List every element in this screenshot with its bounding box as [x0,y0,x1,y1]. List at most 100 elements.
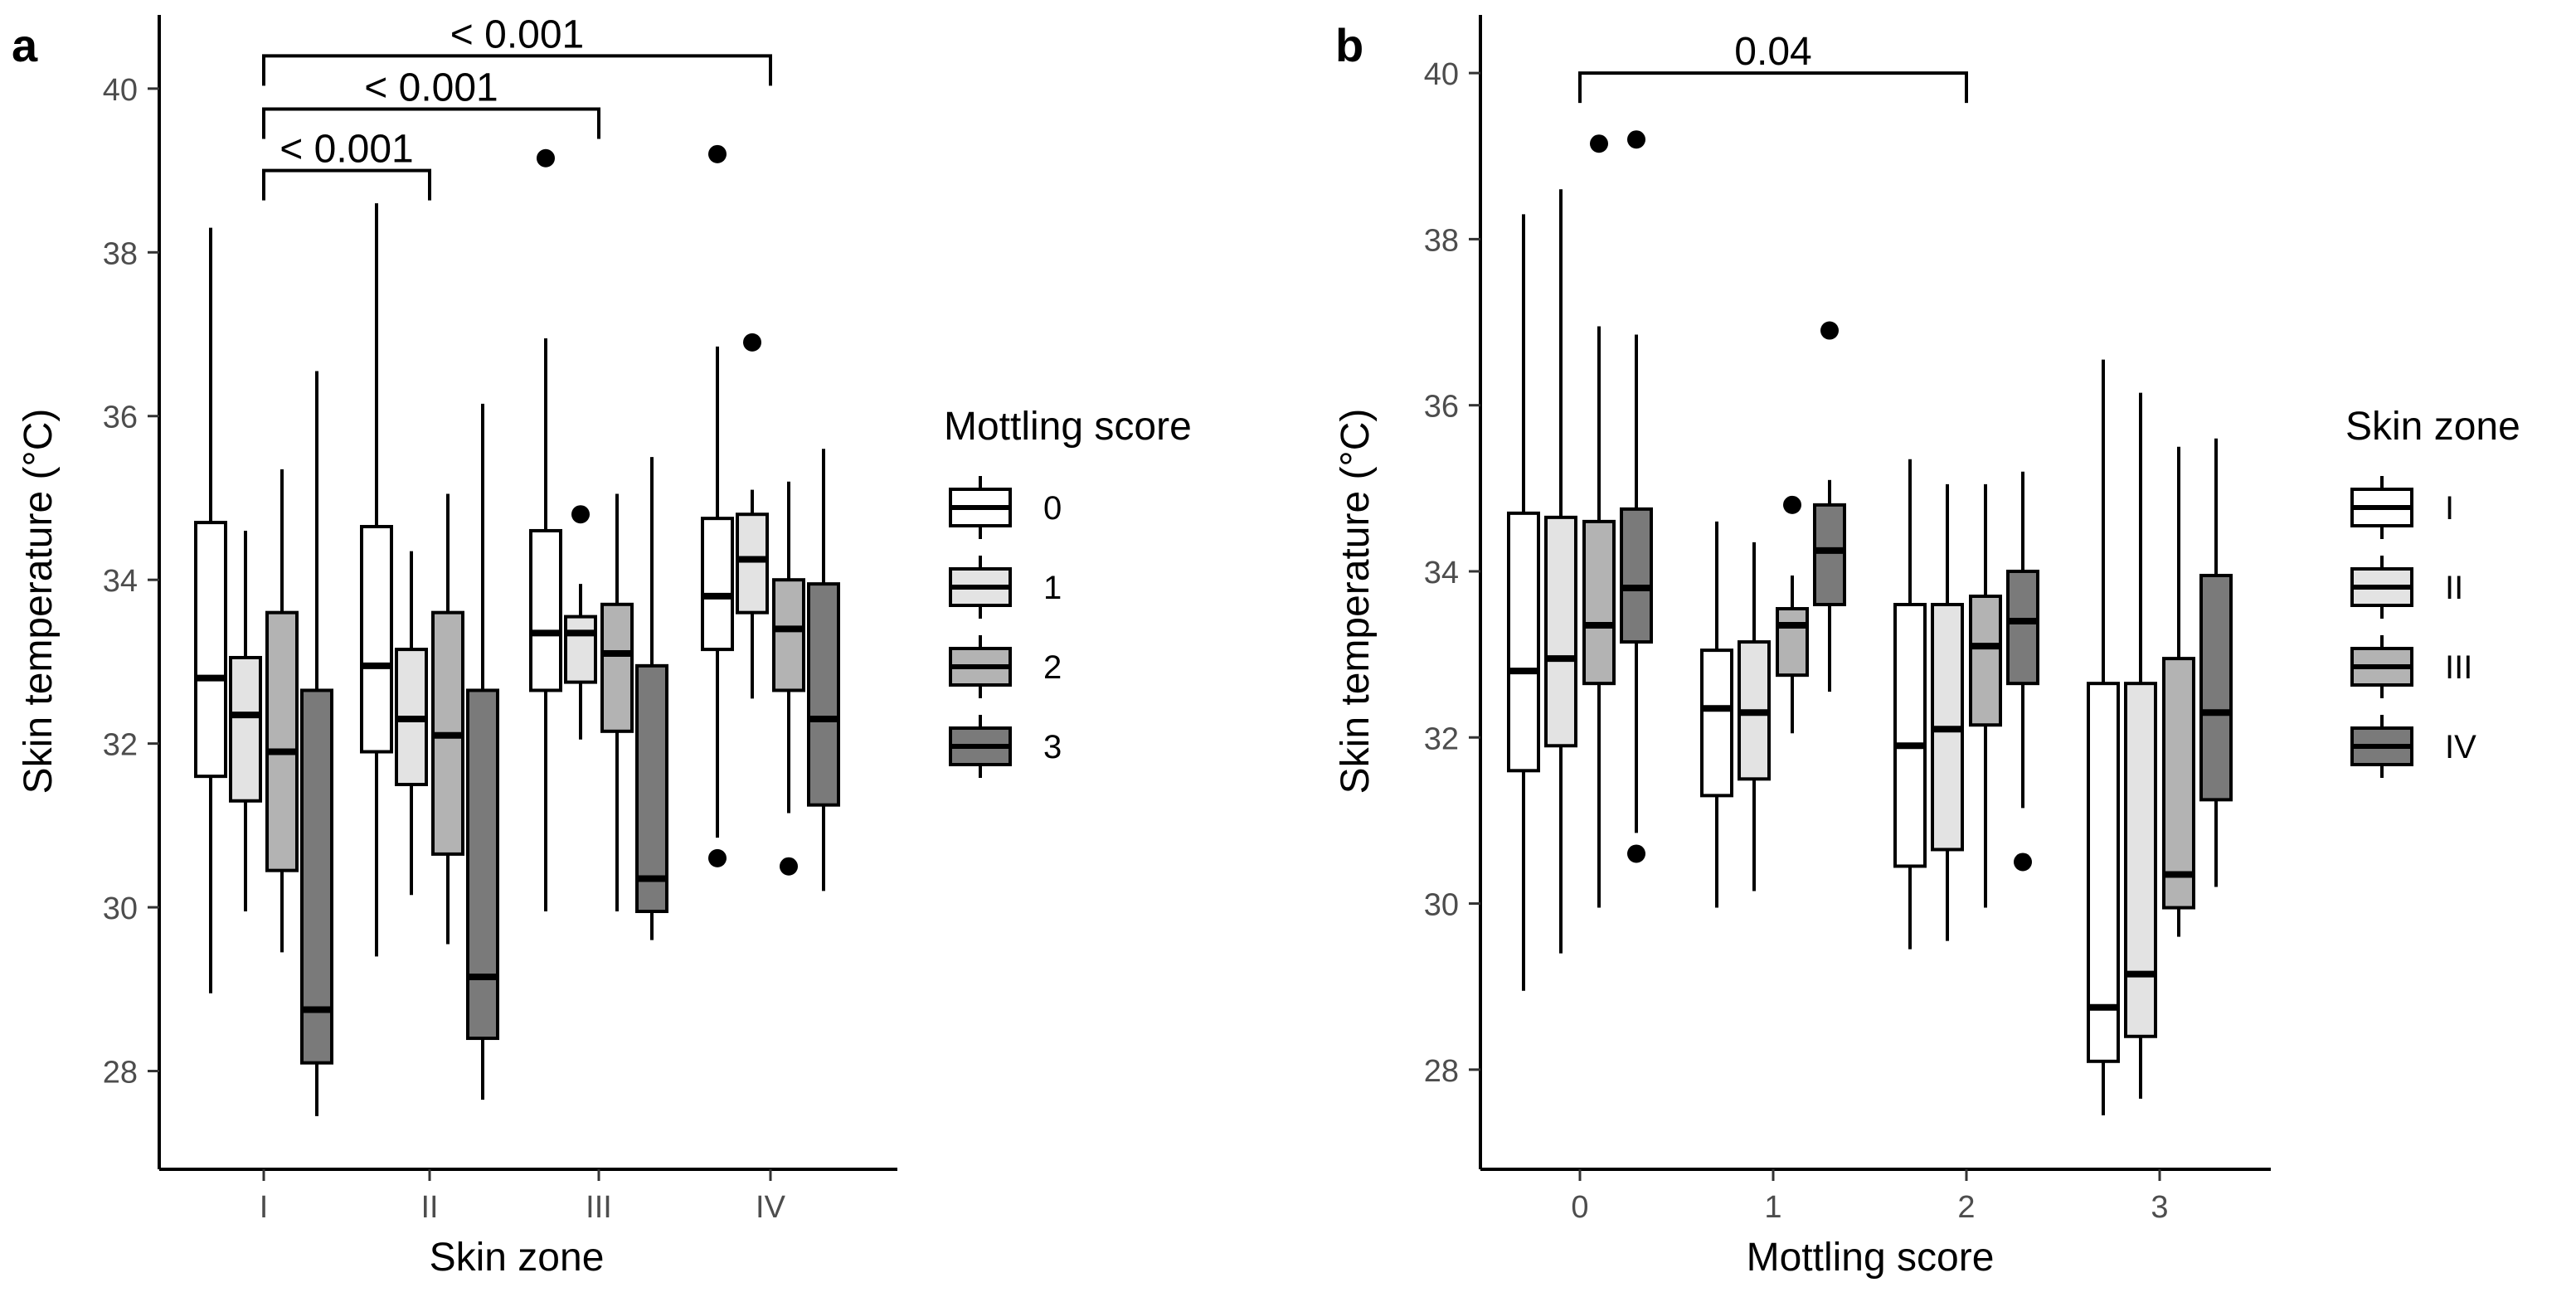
box-body [1544,515,1577,748]
panel-b-y-tick-label: 34 [1424,556,1459,590]
legend-key-label: IV [2445,729,2476,765]
panel-b-box-IV-0 [1620,130,1653,863]
panel-b-y-tick-label: 36 [1424,390,1459,425]
panel-b-box-III-2 [1969,483,2002,908]
legend-key-label: 3 [1043,729,1062,765]
panel-a-box-0-II [360,203,393,957]
panel-b-box-I-1 [1700,521,1733,908]
panel-b-label: b [1335,19,1363,71]
legend-key-label: I [2445,490,2454,527]
panel-a-box-2-IV [772,481,805,876]
panel-a-y-tick-label: 32 [103,728,138,763]
panel-b-x-tick-label: 3 [2151,1190,2168,1225]
legend-key-label: III [2445,649,2472,686]
box-body [360,525,393,754]
panel-a-box-0-III [529,148,562,912]
panel-b-plot: 28 30 32 34 36 38 40 0 1 2 3 0.04 [1424,15,2271,1225]
outlier-point [708,848,727,867]
box-body [564,614,597,684]
panel-a-box-3-I [300,371,333,1116]
outlier-point [571,505,590,524]
panel-a-legend-item-3: 3 [949,715,1062,778]
legend-key-label: 2 [1043,649,1062,686]
box-body [635,663,668,914]
panel-b-box-II-1 [1738,542,1771,891]
panel-a-box-1-IV [736,333,769,699]
panel-a-significance-label: < 0.001 [450,12,584,56]
panel-a-significance-bracket [262,107,600,139]
panel-a-box-2-III [600,493,634,912]
panel-b-x-axis-title: Mottling score [1747,1236,1995,1280]
panel-a-y-tick-label: 38 [103,236,138,271]
panel-b-box-II-2 [1931,483,1964,941]
outlier-point [1783,495,1801,514]
panel-a-y-tick-label: 34 [103,564,138,599]
panel-b-x-tick-label: 2 [1957,1190,1975,1225]
panel-b-box-I-3 [2087,359,2120,1115]
box-body [194,521,227,779]
panel-b-significance-label: 0.04 [1734,30,1811,74]
box-body [2162,657,2195,910]
box-body [529,528,562,692]
panel-a-x-tick-label: IV [756,1190,786,1225]
panel-a-y-tick-label: 28 [103,1056,138,1091]
legend-key-label: 1 [1043,570,1062,606]
outlier-point [1627,130,1645,149]
box-body [1813,503,1846,607]
panel-a-box-2-I [265,469,299,953]
box-body [701,517,734,652]
box-body [265,610,299,872]
box-body [1620,507,1653,644]
outlier-point [537,148,555,168]
panel-a-x-axis-title: Skin zone [430,1236,605,1280]
panel-b-box-IV-2 [2006,471,2039,872]
panel-b-box-I-2 [1893,459,1927,950]
panel-b-legend-item-III: III [2350,635,2472,698]
panel-a-significance-bracket [262,54,772,86]
panel-b-significance-bracket [1578,71,1968,104]
box-body [229,655,262,803]
box-body [1969,595,2002,727]
panel-b-legend-title: Skin zone [2345,405,2520,449]
panel-a-significance-label: < 0.001 [279,128,413,172]
box-body [2006,569,2039,686]
panel-a-box-3-II [466,403,499,1100]
panel-b-legend-item-I: I [2350,476,2454,539]
panel-b-legend-item-IV: IV [2350,715,2476,778]
panel-b-y-axis-title: Skin temperature (°C) [1334,409,1378,794]
outlier-point [1590,134,1608,153]
panel-a-box-1-I [229,530,262,912]
outlier-point [2014,853,2032,872]
panel-b-box-III-0 [1582,134,1616,908]
box-body [1700,648,1733,798]
panel-a-legend-item-2: 2 [949,635,1062,698]
legend-key-label: 0 [1043,490,1062,527]
panel-a-legend-item-0: 0 [949,476,1062,539]
outlier-point [708,144,727,163]
panel-a-legend-title: Mottling score [944,405,1192,449]
box-body [2124,682,2157,1038]
panel-b-box-III-3 [2162,446,2195,937]
box-body [2199,573,2233,802]
box-body [736,512,769,614]
outlier-point [1627,844,1645,863]
box-body [807,582,840,807]
outlier-point [1820,321,1839,340]
panel-b-box-I-0 [1507,214,1540,991]
box-body [600,602,634,733]
panel-a-box-0-I [194,227,227,993]
outlier-point [743,333,761,352]
box-body [2087,682,2120,1063]
box-body [1582,519,1616,686]
panel-b-legend-item-II: II [2350,556,2463,619]
panel-a-box-2-II [431,493,464,945]
panel-a-label: a [12,19,38,71]
panel-b-box-IV-1 [1813,321,1846,692]
panel-a-x-tick-label: III [586,1190,612,1225]
panel-a-box-1-II [395,551,428,896]
panel-a-significance-label: < 0.001 [364,66,498,110]
panel-a-box-3-III [635,457,668,940]
outlier-point [780,857,798,876]
